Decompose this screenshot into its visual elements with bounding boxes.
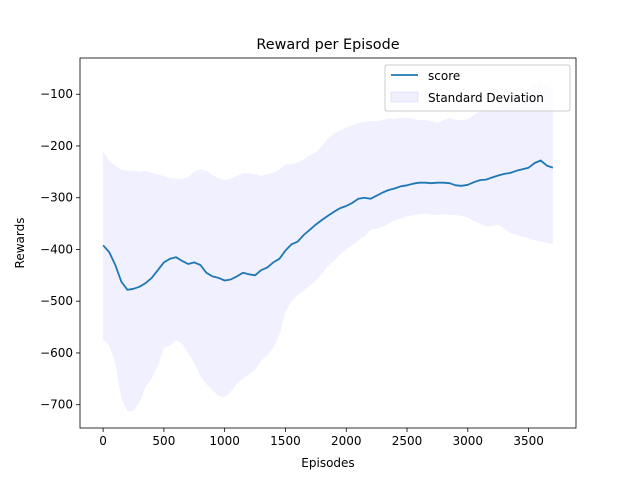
x-tick-label: 3500 [513, 434, 544, 448]
x-tick-label: 0 [99, 434, 107, 448]
legend-std-swatch [390, 91, 419, 103]
x-tick-label: 2000 [331, 434, 362, 448]
y-tick-label: −700 [40, 398, 73, 412]
std-band-layer [103, 80, 553, 411]
y-tick-label: −400 [40, 242, 73, 256]
x-axis: 0 500 1000 1500 2000 2500 3000 3500 [99, 428, 544, 448]
y-tick-label: −200 [40, 139, 73, 153]
x-tick-label: 3000 [453, 434, 484, 448]
legend-score-label: score [428, 69, 460, 83]
y-tick-label: −300 [40, 191, 73, 205]
y-tick-label: −600 [40, 346, 73, 360]
std-band [103, 80, 553, 411]
x-tick-label: 1500 [270, 434, 301, 448]
plot-frame [79, 57, 577, 429]
y-axis: −700 −600 −500 −400 −300 −200 −100 [40, 87, 80, 412]
x-tick-label: 1000 [209, 434, 240, 448]
score-line [102, 159, 554, 291]
legend-frame [384, 64, 571, 112]
chart-title: Reward per Episode [256, 37, 399, 53]
x-axis-label: Episodes [301, 456, 354, 470]
score-line-layer [102, 159, 554, 291]
y-axis-label: Rewards [13, 218, 27, 269]
y-tick-label: −500 [40, 294, 73, 308]
legend: score Standard Deviation [384, 64, 571, 112]
y-tick-label: −100 [40, 87, 73, 101]
legend-std-label: Standard Deviation [428, 91, 544, 105]
x-tick-label: 500 [152, 434, 175, 448]
x-tick-label: 2500 [392, 434, 423, 448]
